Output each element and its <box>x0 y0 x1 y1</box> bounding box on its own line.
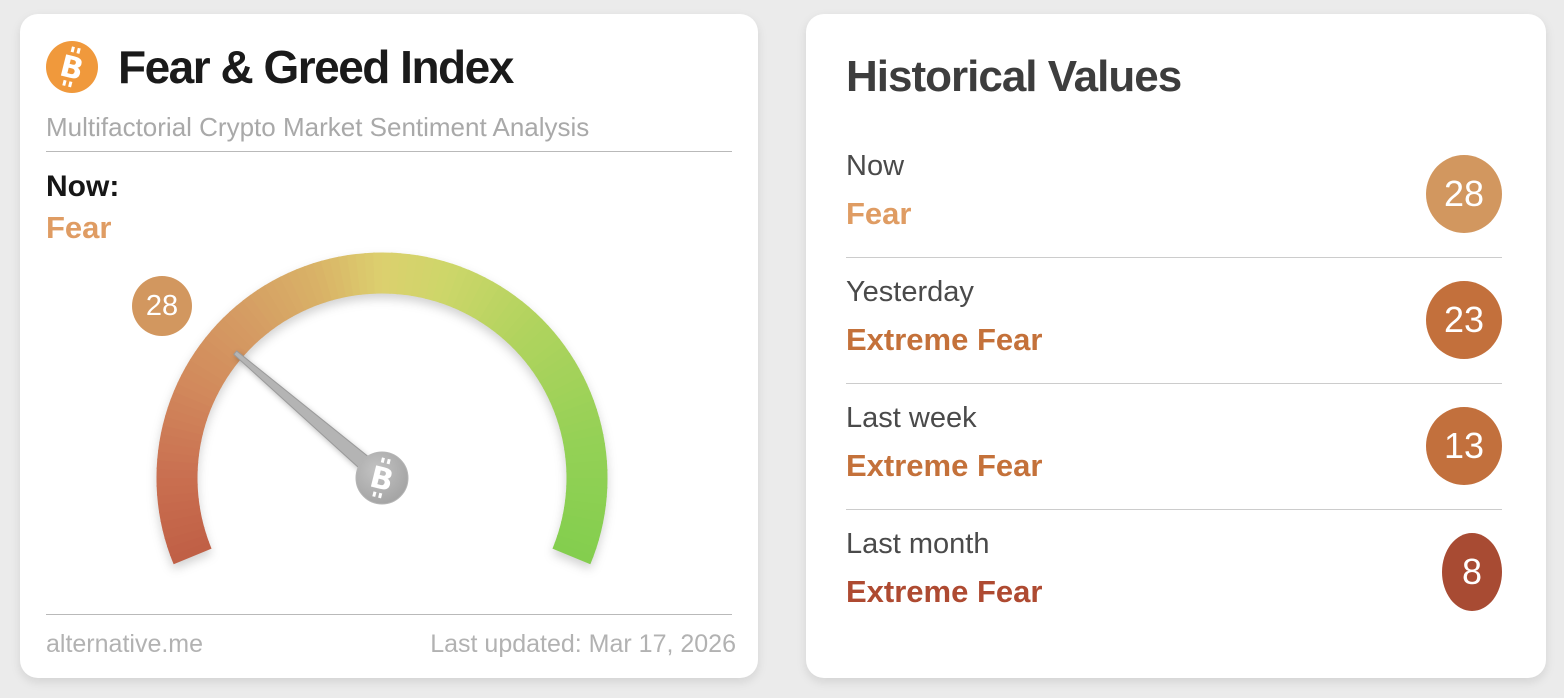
history-row-last-month: Last month Extreme Fear 8 <box>846 510 1502 635</box>
history-sentiment: Extreme Fear <box>846 322 1043 357</box>
gauge-arc <box>156 252 608 565</box>
page-title: Fear & Greed Index <box>118 41 514 93</box>
historical-values-card: Historical Values Now Fear 28 Yesterday … <box>806 14 1546 678</box>
history-value-badge: 13 <box>1426 407 1502 485</box>
history-period: Yesterday <box>846 276 974 308</box>
history-sentiment: Fear <box>846 196 912 231</box>
history-period: Last month <box>846 528 990 560</box>
source-link: alternative.me <box>46 630 204 658</box>
history-period: Last week <box>846 402 977 434</box>
history-value-badge: 8 <box>1442 533 1502 611</box>
fear-greed-header: B Fear & Greed Index <box>46 40 732 94</box>
now-sentiment: Fear <box>46 210 112 245</box>
history-value-badge: 28 <box>1426 155 1502 233</box>
history-row-last-week: Last week Extreme Fear 13 <box>846 384 1502 510</box>
history-row-now: Now Fear 28 <box>846 132 1502 258</box>
historical-rows: Now Fear 28 Yesterday Extreme Fear 23 La… <box>846 132 1502 635</box>
fear-greed-gauge: B <box>156 252 608 565</box>
header-divider <box>46 151 732 152</box>
last-updated-text: Last updated: Mar 17, 2026 <box>430 630 736 658</box>
footer-divider <box>46 614 732 615</box>
history-sentiment: Extreme Fear <box>846 448 1043 483</box>
gauge-value-badge: 28 <box>132 276 192 336</box>
history-value-badge: 23 <box>1426 281 1502 359</box>
now-label: Now: <box>46 170 120 203</box>
card-footer: alternative.me Last updated: Mar 17, 202… <box>46 630 736 659</box>
gauge-pivot-bitcoin-icon: B <box>355 451 409 505</box>
subtitle: Multifactorial Crypto Market Sentiment A… <box>46 112 590 142</box>
fear-greed-card: B Fear & Greed Index Multifactorial Cryp… <box>20 14 758 678</box>
history-row-yesterday: Yesterday Extreme Fear 23 <box>846 258 1502 384</box>
bitcoin-icon: B <box>46 41 98 93</box>
history-period: Now <box>846 150 905 182</box>
historical-values-title: Historical Values <box>846 52 1182 101</box>
history-sentiment: Extreme Fear <box>846 574 1043 609</box>
